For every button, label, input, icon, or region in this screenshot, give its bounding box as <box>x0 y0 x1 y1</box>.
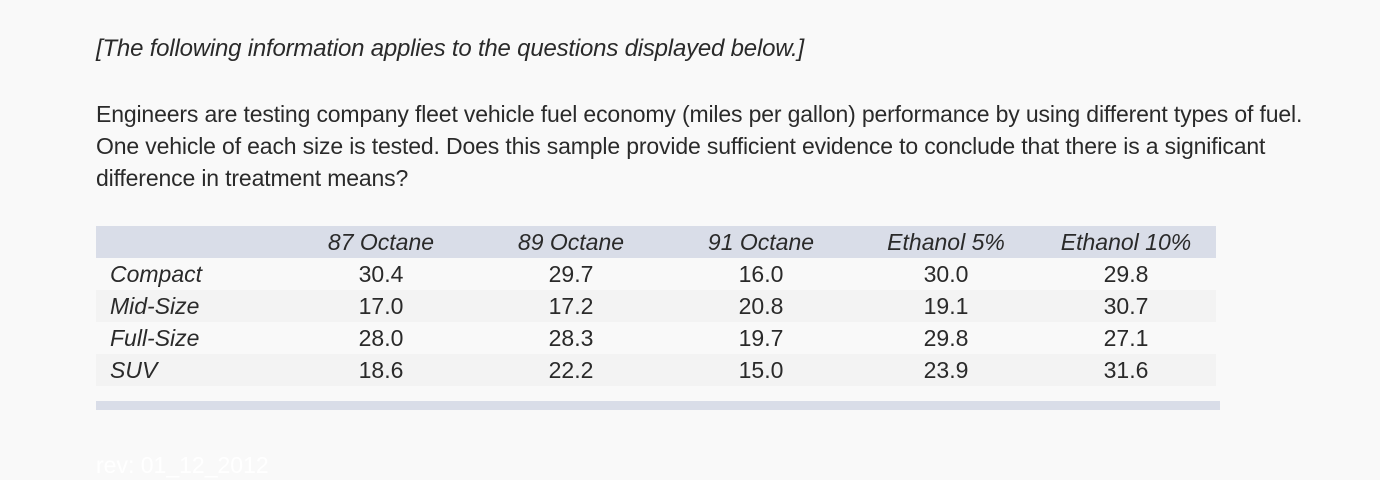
table-body: Compact 30.4 29.7 16.0 30.0 29.8 Mid-Siz… <box>96 258 1216 386</box>
table-header: 87 Octane 89 Octane 91 Octane Ethanol 5%… <box>96 226 1216 258</box>
table-row: Compact 30.4 29.7 16.0 30.0 29.8 <box>96 258 1216 290</box>
table-cell: 19.7 <box>738 325 784 351</box>
table-cell: 17.0 <box>358 293 404 319</box>
table-cell: 27.1 <box>1103 325 1149 351</box>
table-cell: 22.2 <box>548 357 594 383</box>
row-label-suv: SUV <box>110 357 158 383</box>
column-header-91-octane: 91 Octane <box>707 229 815 255</box>
table-cell: 23.9 <box>923 357 969 383</box>
table-cell: 29.8 <box>923 325 969 351</box>
table-cell: 30.7 <box>1103 293 1149 319</box>
table-cell: 19.1 <box>923 293 969 319</box>
intro-note: [The following information applies to th… <box>96 35 804 62</box>
question-text: Engineers are testing company fleet vehi… <box>96 101 1303 191</box>
table-cell: 30.4 <box>358 261 404 287</box>
row-label-compact: Compact <box>110 261 203 287</box>
table-cell: 20.8 <box>738 293 784 319</box>
revision-label: rev: 01_12_2012 <box>96 452 269 478</box>
table-row: Full-Size 28.0 28.3 19.7 29.8 27.1 <box>96 322 1216 354</box>
table-cell: 28.3 <box>548 325 594 351</box>
table-row: Mid-Size 17.0 17.2 20.8 19.1 30.7 <box>96 290 1216 322</box>
table-cell: 31.6 <box>1103 357 1149 383</box>
table-cell: 30.0 <box>923 261 969 287</box>
column-header-ethanol-10: Ethanol 10% <box>1060 229 1192 255</box>
table-cell: 28.0 <box>358 325 404 351</box>
column-header-ethanol-5: Ethanol 5% <box>887 229 1005 255</box>
table-footer-bar <box>96 401 1220 410</box>
table-cell: 18.6 <box>358 357 404 383</box>
table-cell: 15.0 <box>738 357 784 383</box>
table-cell: 16.0 <box>738 261 784 287</box>
table-cell: 29.7 <box>548 261 594 287</box>
table-cell: 29.8 <box>1103 261 1149 287</box>
header-row: 87 Octane 89 Octane 91 Octane Ethanol 5%… <box>96 226 1216 258</box>
row-label-mid-size: Mid-Size <box>110 293 200 319</box>
column-header-87-octane: 87 Octane <box>327 229 435 255</box>
column-header-89-octane: 89 Octane <box>517 229 625 255</box>
table-row: SUV 18.6 22.2 15.0 23.9 31.6 <box>96 354 1216 386</box>
row-label-full-size: Full-Size <box>110 325 200 351</box>
header-corner <box>96 226 286 258</box>
fuel-economy-table: 87 Octane 89 Octane 91 Octane Ethanol 5%… <box>96 226 1216 386</box>
table-cell: 17.2 <box>548 293 594 319</box>
